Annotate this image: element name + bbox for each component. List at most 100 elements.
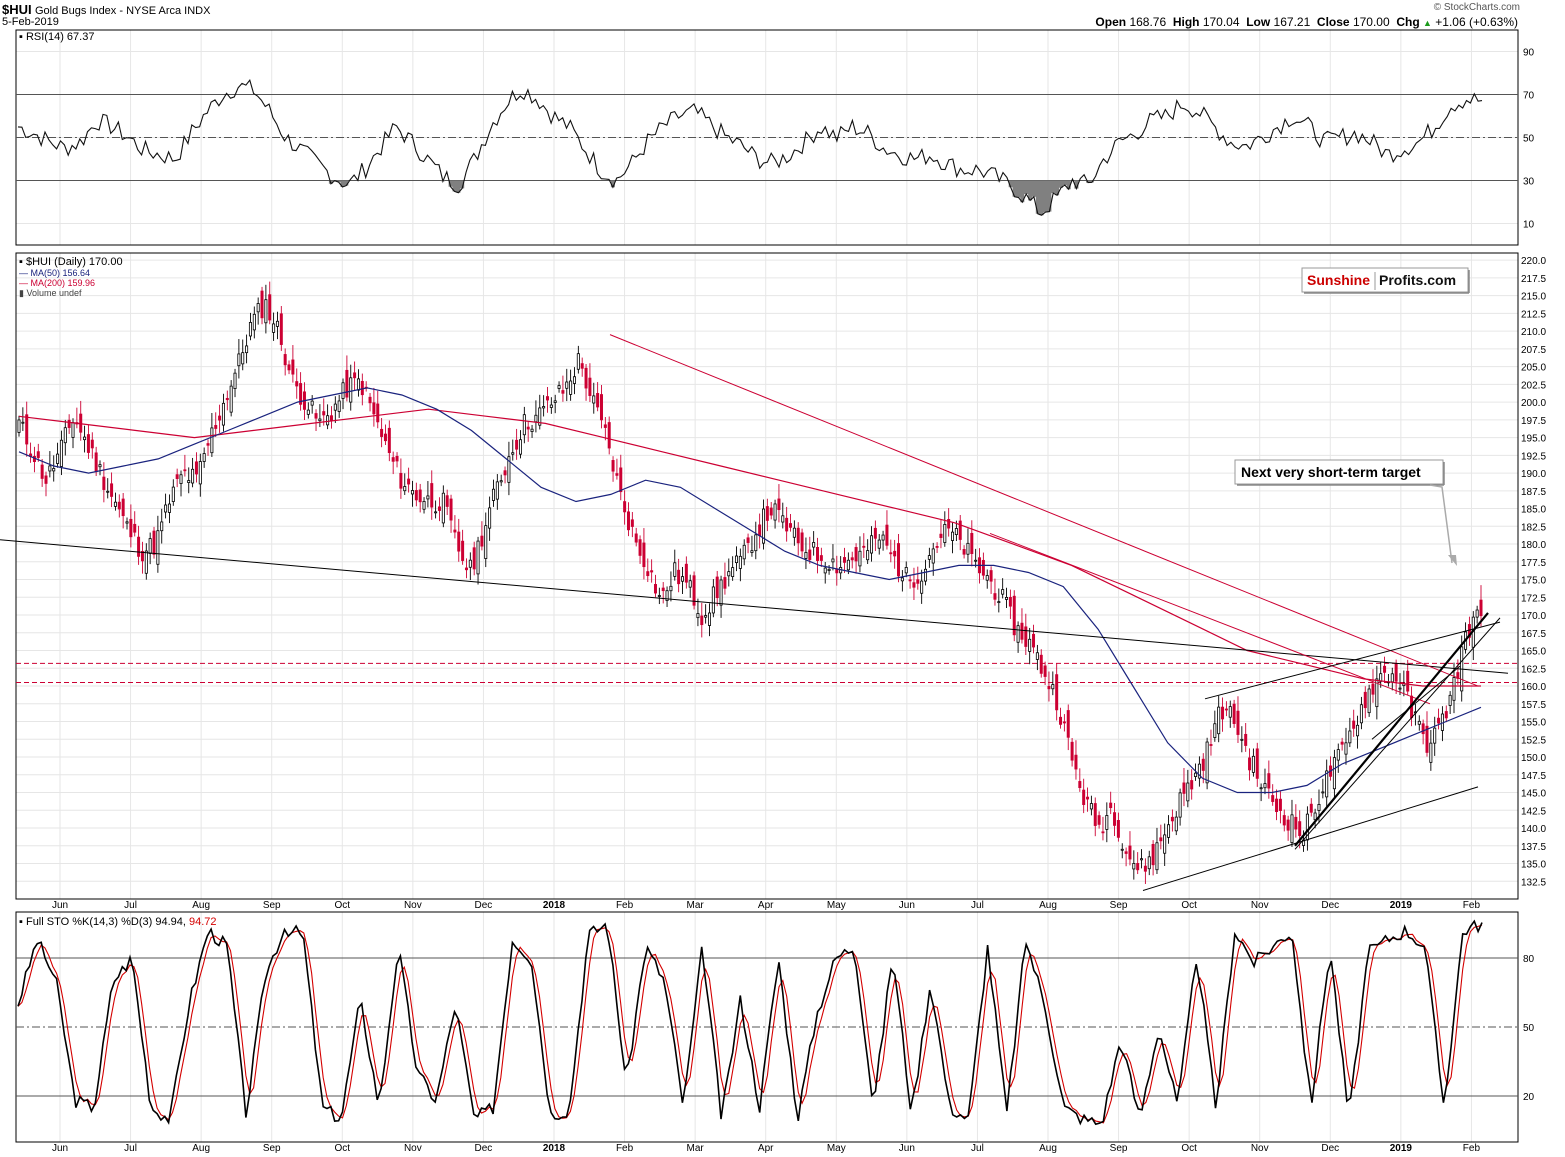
- candle-body: [252, 313, 256, 331]
- month-tick-label: Sep: [1110, 1143, 1128, 1154]
- price-tick-label: 220.0: [1521, 256, 1546, 267]
- candle-body: [1467, 624, 1471, 638]
- candle-body: [275, 320, 279, 327]
- candle-body: [248, 322, 252, 337]
- month-tick-label: Nov: [404, 900, 422, 911]
- candle-body: [94, 452, 98, 473]
- candle-body: [1001, 589, 1005, 595]
- candle-body: [1344, 742, 1348, 755]
- candle-body: [596, 393, 600, 408]
- candle-body: [125, 521, 129, 524]
- month-tick-label: Feb: [1463, 1143, 1481, 1154]
- price-tick-label: 217.5: [1521, 274, 1546, 285]
- candle-body: [410, 490, 414, 495]
- month-tick-label: Jun: [52, 900, 68, 911]
- candle-body: [858, 550, 862, 567]
- candle-body: [445, 495, 449, 507]
- candle-body: [306, 409, 310, 415]
- candle-body: [337, 400, 341, 412]
- candle-body: [90, 439, 94, 449]
- candle-body: [503, 470, 507, 476]
- candle-body: [511, 452, 515, 455]
- candle-body: [800, 532, 804, 552]
- candle-body: [1016, 625, 1020, 643]
- candle-body: [507, 456, 511, 483]
- candle-body: [650, 570, 654, 573]
- candle-body: [1163, 834, 1167, 854]
- candle-body: [326, 415, 330, 426]
- candle-body: [870, 535, 874, 554]
- candle-body: [183, 469, 187, 472]
- month-tick-label: Oct: [1181, 900, 1197, 911]
- symbol: $HUI: [2, 2, 32, 17]
- candle-body: [1194, 772, 1198, 777]
- price-tick-label: 160.0: [1521, 682, 1546, 693]
- ohlc-readout: Open 168.76 High 170.04 Low 167.21 Close…: [1095, 15, 1518, 29]
- candle-body: [1251, 755, 1255, 773]
- candle-body: [719, 579, 723, 606]
- candle-body: [40, 464, 44, 479]
- candle-body: [225, 397, 229, 401]
- candle-body: [642, 542, 646, 568]
- rsi-line: [17, 79, 1483, 216]
- rsi-panel: [16, 79, 1518, 216]
- candle-body: [920, 580, 924, 594]
- candle-body: [1425, 725, 1429, 753]
- month-tick-label: 2019: [1390, 1143, 1413, 1154]
- grid-lines: [16, 30, 1518, 1142]
- candle-body: [329, 415, 333, 421]
- month-tick-label: Oct: [335, 1143, 351, 1154]
- chart-date: 5-Feb-2019: [2, 16, 59, 28]
- month-tick-label: Jul: [971, 900, 984, 911]
- month-tick-label: Sep: [263, 1143, 281, 1154]
- candle-body: [206, 443, 210, 446]
- candle-body: [341, 382, 345, 399]
- candle-body: [283, 354, 287, 366]
- price-tick-label: 202.5: [1521, 380, 1546, 391]
- candle-body: [997, 601, 1001, 604]
- candle-body: [769, 507, 773, 516]
- high-value: 170.04: [1202, 15, 1240, 29]
- candle-body: [1325, 770, 1329, 798]
- candle-body: [630, 519, 634, 527]
- candle-body: [789, 523, 793, 528]
- candle-body: [279, 313, 283, 345]
- candle-body: [927, 555, 931, 560]
- candle-body: [1375, 678, 1379, 708]
- price-tick-label: 207.5: [1521, 345, 1546, 356]
- candle-body: [133, 523, 137, 533]
- candle-body: [1124, 851, 1128, 854]
- price-panel-frame: [15, 252, 1519, 900]
- candle-body: [372, 402, 376, 415]
- ma200-legend-text: MA(200) 159.96: [31, 278, 96, 288]
- price-tick-label: 197.5: [1521, 416, 1546, 427]
- candle-body: [542, 406, 546, 409]
- title-line: $HUI Gold Bugs Index - NYSE Arca INDX: [2, 2, 210, 17]
- candle-body: [862, 545, 866, 548]
- candle-body: [696, 613, 700, 619]
- candle-body: [1186, 782, 1190, 802]
- candle-body: [1433, 727, 1437, 744]
- candle-body: [966, 542, 970, 555]
- candle-body: [707, 612, 711, 626]
- long-resistance-line: [0, 539, 1509, 674]
- candle-body: [121, 498, 125, 517]
- volume-legend: ▮ Volume undef: [19, 288, 82, 298]
- candle-body: [781, 515, 785, 523]
- candle-body: [592, 395, 596, 404]
- price-panel: [0, 281, 1518, 891]
- candle-body: [1390, 673, 1394, 683]
- candle-body: [1136, 863, 1140, 871]
- candle-body: [299, 383, 303, 405]
- candle-body: [1444, 711, 1448, 719]
- candle-body: [461, 540, 465, 561]
- month-tick-label: Jun: [52, 1143, 68, 1154]
- candle-body: [480, 535, 484, 547]
- rsi-tick-label: 50: [1523, 134, 1535, 145]
- high-label: High: [1172, 15, 1200, 29]
- price-tick-label: 215.0: [1521, 292, 1546, 303]
- candle-body: [1028, 638, 1032, 652]
- candle-body: [565, 381, 569, 389]
- candle-body: [1039, 654, 1043, 674]
- candle-body: [974, 559, 978, 562]
